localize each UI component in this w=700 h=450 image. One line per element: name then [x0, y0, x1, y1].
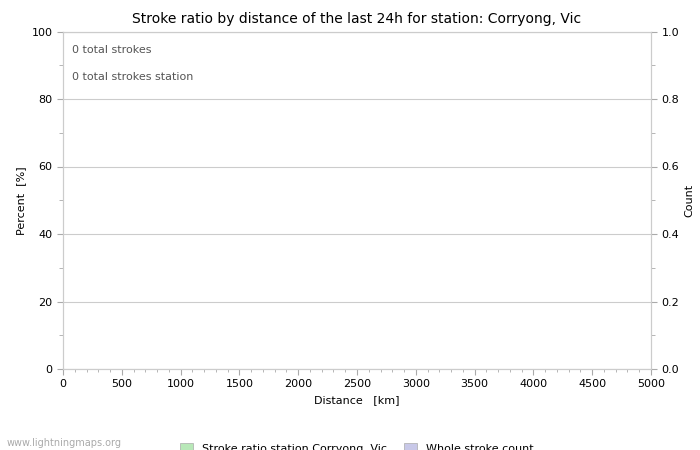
Text: 0 total strokes: 0 total strokes	[72, 45, 151, 55]
Text: www.lightningmaps.org: www.lightningmaps.org	[7, 438, 122, 448]
Legend: Stroke ratio station Corryong, Vic, Whole stroke count: Stroke ratio station Corryong, Vic, Whol…	[176, 439, 538, 450]
X-axis label: Distance   [km]: Distance [km]	[314, 395, 400, 405]
Y-axis label: Count: Count	[685, 184, 694, 217]
Title: Stroke ratio by distance of the last 24h for station: Corryong, Vic: Stroke ratio by distance of the last 24h…	[132, 12, 582, 26]
Text: 0 total strokes station: 0 total strokes station	[72, 72, 193, 82]
Y-axis label: Percent  [%]: Percent [%]	[16, 166, 26, 234]
